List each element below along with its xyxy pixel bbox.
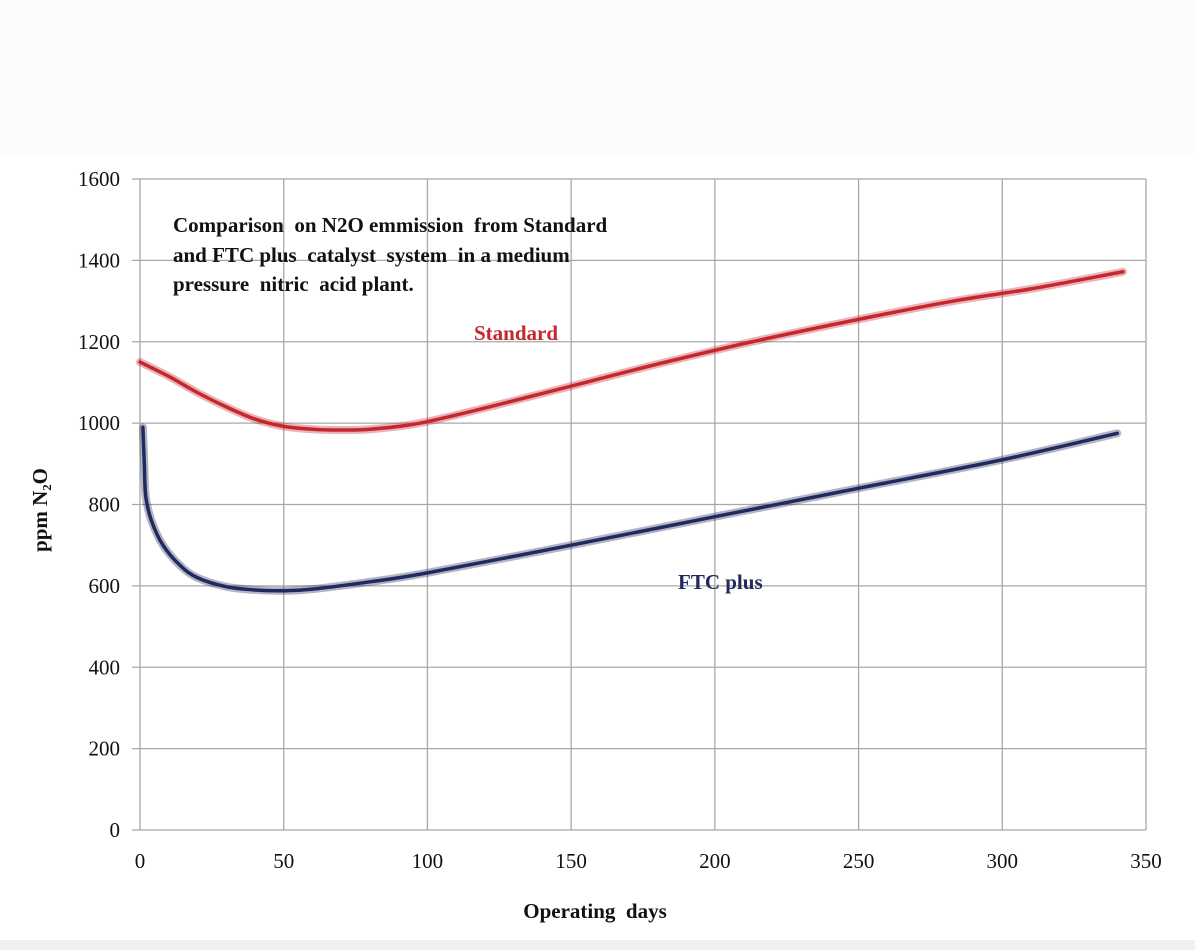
x-axis-label: Operating days [523,899,667,923]
y-tick-label: 1200 [78,330,120,354]
series-label-ftc-plus: FTC plus [678,570,763,594]
y-tick-label: 400 [89,655,121,679]
series-line-standard [138,270,1125,432]
bottom-margin [0,940,1195,950]
series-line-ftc-plus-glow [138,423,1122,595]
series-label-standard: Standard [474,321,558,345]
y-tick-label: 1600 [78,167,120,191]
x-tick-label: 50 [273,849,294,873]
x-tick-label: 200 [699,849,731,873]
series-line-ftc-plus [141,425,1120,593]
grid [132,178,1147,831]
y-tick-label: 200 [89,737,121,761]
y-axis-label: ppm N₂O [28,468,52,552]
y-tick-label: 1000 [78,411,120,435]
y-tick-label: 1400 [78,248,120,272]
series-lines [136,267,1128,595]
x-tick-label: 0 [135,849,146,873]
x-tick-label: 350 [1130,849,1162,873]
top-margin [0,0,1195,155]
chart-title-line-1: Comparison on N2O emmission from Standar… [173,213,608,237]
x-tick-label: 150 [555,849,587,873]
x-tick-label: 100 [412,849,444,873]
y-tick-label: 800 [89,493,121,517]
tick-labels: 0 200 400 600 800 1000 1200 1400 1600 0 50 100 150 20… [78,167,1162,873]
y-tick-label: 0 [110,818,121,842]
chart-title-line-2: and FTC plus catalyst system in a medium [173,243,570,267]
x-tick-label: 250 [843,849,875,873]
x-tick-label: 300 [987,849,1019,873]
chart-title-line-3: pressure nitric acid plant. [173,272,414,296]
y-tick-label: 600 [89,574,121,598]
